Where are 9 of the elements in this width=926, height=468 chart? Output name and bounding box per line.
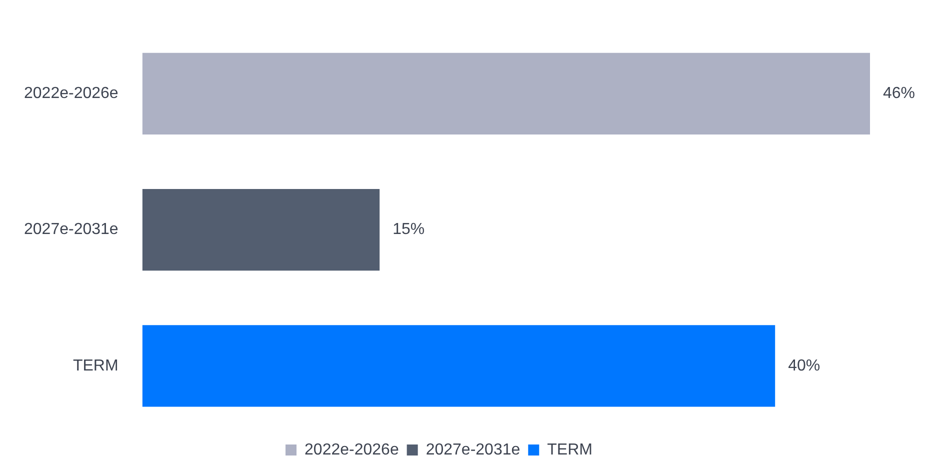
legend-label: TERM <box>547 441 592 458</box>
legend-label: 2022e-2026e <box>304 441 399 458</box>
data-label: 46% <box>883 85 916 102</box>
legend-label: 2027e-2031e <box>426 441 520 458</box>
y-tick-label: 2022e-2026e <box>24 85 118 102</box>
data-label: 15% <box>392 221 425 238</box>
y-tick-label: 2027e-2031e <box>24 221 118 238</box>
data-label: 40% <box>788 357 820 374</box>
y-tick-label: TERM <box>72 357 118 374</box>
